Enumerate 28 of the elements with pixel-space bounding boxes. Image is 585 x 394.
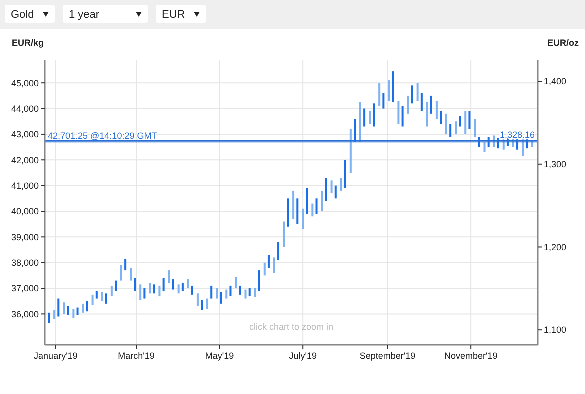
x-tick-label: March'19 (118, 351, 155, 361)
annotation: click chart to zoom in (249, 322, 334, 332)
y-tick-label: 39,000 (11, 232, 39, 242)
x-tick-label: July'19 (289, 351, 317, 361)
x-tick-label: September'19 (360, 351, 416, 361)
y2-tick-label: 1,200 (544, 242, 567, 252)
y-tick-label: 36,000 (11, 309, 39, 320)
y2-tick-label: 1,400 (544, 76, 567, 87)
y2-axis-title: EUR/oz (548, 38, 580, 48)
dropdown: Gold (5, 5, 55, 23)
y-tick-label: 41,000 (11, 180, 39, 191)
ref-line-label: 1,328.16 (500, 130, 535, 140)
y-axis-title: EUR/kg (12, 38, 44, 48)
x-tick-label: January'19 (34, 351, 78, 361)
y-tick-label: 37,000 (11, 284, 39, 294)
y2-tick-label: 1,300 (544, 160, 567, 170)
y-tick-label: 45,000 (11, 78, 39, 88)
y-tick-label: 40,000 (11, 206, 39, 217)
y2-tick-label: 1,100 (544, 325, 567, 336)
dropdown: 1 year (63, 5, 148, 23)
x-tick-label: May'19 (205, 351, 234, 361)
dropdown: EUR (156, 5, 206, 23)
y-tick-label: 42,000 (11, 155, 39, 166)
x-tick-label: November'19 (444, 351, 498, 361)
ref-line-label: 42,701.25 @14:10:29 GMT (48, 131, 158, 142)
y-tick-label: 43,000 (11, 130, 39, 140)
y-tick-label: 38,000 (11, 258, 39, 268)
y-tick-label: 44,000 (11, 104, 39, 114)
